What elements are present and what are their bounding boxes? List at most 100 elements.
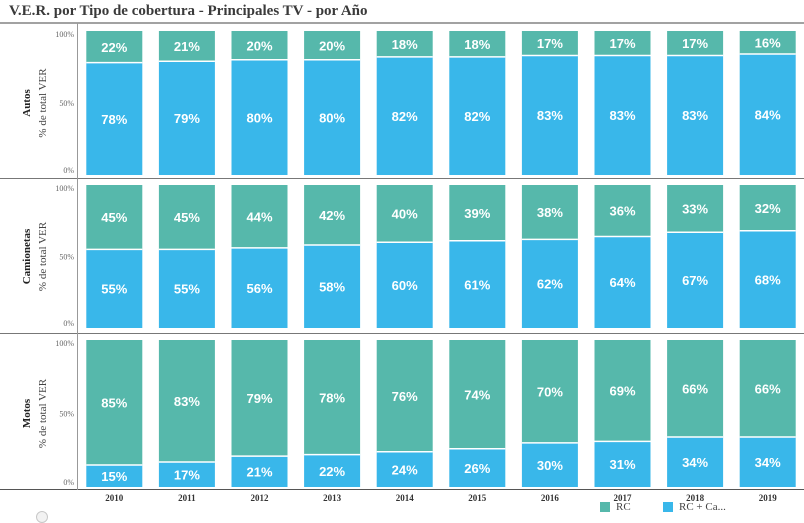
x-tick-label: 2010 [105, 493, 124, 503]
bar-rc-motos-2016 [521, 340, 578, 443]
bar-rc-ca-autos-2017 [594, 55, 651, 176]
data-label-rc: 85% [101, 395, 127, 410]
y-tick-label: 0% [63, 319, 74, 328]
bar-rc-autos-2019 [739, 31, 796, 55]
data-label-rc: 79% [246, 391, 272, 406]
bar-rc-motos-2011 [158, 340, 215, 463]
data-label-rc: 40% [392, 207, 418, 222]
data-label-rc-ca: 68% [755, 272, 781, 287]
data-label-rc: 45% [174, 210, 200, 225]
data-label-rc: 69% [609, 384, 635, 399]
bar-rc-camionetas-2012 [231, 185, 288, 248]
bar-rc-ca-camionetas-2016 [521, 239, 578, 328]
data-label-rc: 39% [464, 206, 490, 221]
data-label-rc: 22% [101, 40, 127, 55]
data-label-rc: 66% [682, 382, 708, 397]
y-tick-label: 50% [59, 410, 74, 419]
data-label-rc: 76% [392, 389, 418, 404]
data-label-rc-ca: 64% [609, 275, 635, 290]
legend-swatch-rc [600, 502, 610, 512]
scroll-indicator[interactable] [36, 511, 48, 523]
data-label-rc-ca: 30% [537, 458, 563, 473]
bar-rc-camionetas-2018 [667, 185, 724, 233]
data-label-rc: 74% [464, 387, 490, 402]
y-axis-title: % de total VER [37, 378, 49, 448]
bar-rc-ca-motos-2010 [86, 464, 143, 487]
data-label-rc: 38% [537, 205, 563, 220]
data-label-rc-ca: 56% [246, 281, 272, 296]
bar-rc-ca-autos-2010 [86, 62, 143, 175]
bar-rc-autos-2018 [667, 31, 724, 56]
y-tick-label: 100% [55, 339, 74, 348]
bar-rc-motos-2014 [376, 340, 433, 452]
data-label-rc-ca: 62% [537, 277, 563, 292]
legend-item-rc-ca[interactable]: RC + Ca... [663, 500, 726, 514]
bar-rc-ca-autos-2012 [231, 59, 288, 175]
bar-rc-ca-motos-2018 [667, 437, 724, 487]
bar-rc-ca-autos-2016 [521, 55, 578, 176]
data-label-rc: 42% [319, 208, 345, 223]
data-label-rc-ca: 82% [392, 109, 418, 124]
bar-rc-motos-2013 [304, 340, 361, 455]
x-tick-label: 2012 [251, 493, 270, 503]
bar-rc-ca-motos-2015 [449, 448, 506, 487]
bar-rc-ca-autos-2013 [304, 59, 361, 175]
bar-rc-autos-2017 [594, 31, 651, 56]
data-label-rc-ca: 24% [392, 462, 418, 477]
bar-rc-autos-2015 [449, 31, 506, 57]
x-tick-label: 2018 [686, 493, 705, 503]
y-tick-label: 50% [59, 99, 74, 108]
bar-rc-ca-camionetas-2010 [86, 249, 143, 328]
data-label-rc-ca: 31% [609, 457, 635, 472]
data-label-rc-ca: 58% [319, 280, 345, 295]
bar-rc-ca-camionetas-2014 [376, 242, 433, 328]
bar-rc-ca-motos-2017 [594, 441, 651, 487]
data-label-rc: 33% [682, 202, 708, 217]
data-label-rc-ca: 61% [464, 277, 490, 292]
y-tick-label: 50% [59, 253, 74, 262]
bar-rc-camionetas-2010 [86, 185, 143, 250]
data-label-rc-ca: 83% [682, 108, 708, 123]
data-label-rc-ca: 34% [682, 455, 708, 470]
bar-rc-camionetas-2014 [376, 185, 433, 243]
data-label-rc: 20% [319, 38, 345, 53]
panel-label-camionetas: Camionetas [21, 228, 33, 284]
data-label-rc-ca: 15% [101, 469, 127, 484]
data-label-rc-ca: 82% [464, 109, 490, 124]
data-label-rc: 18% [392, 37, 418, 52]
bar-rc-ca-autos-2014 [376, 56, 433, 175]
bar-rc-ca-camionetas-2015 [449, 240, 506, 328]
x-tick-label: 2019 [759, 493, 778, 503]
data-label-rc-ca: 55% [174, 282, 200, 297]
x-tick-label: 2013 [323, 493, 342, 503]
data-label-rc-ca: 34% [755, 455, 781, 470]
legend-item-rc[interactable]: RC [600, 500, 631, 514]
bar-rc-camionetas-2019 [739, 185, 796, 231]
legend-label-rc: RC [616, 501, 631, 513]
bar-rc-ca-camionetas-2013 [304, 245, 361, 328]
data-label-rc-ca: 80% [319, 110, 345, 125]
bar-rc-autos-2014 [376, 31, 433, 57]
bar-rc-motos-2010 [86, 340, 143, 465]
bar-rc-ca-motos-2014 [376, 451, 433, 487]
bar-rc-autos-2012 [231, 31, 288, 60]
legend-label-rc-ca: RC + Ca... [679, 501, 726, 513]
bar-rc-autos-2013 [304, 31, 361, 60]
bar-rc-motos-2012 [231, 340, 288, 457]
bar-rc-ca-motos-2013 [304, 454, 361, 487]
bar-rc-camionetas-2017 [594, 185, 651, 237]
x-tick-label: 2017 [614, 493, 633, 503]
bar-rc-ca-motos-2011 [158, 462, 215, 487]
x-tick-label: 2015 [468, 493, 487, 503]
data-label-rc: 20% [246, 38, 272, 53]
data-label-rc: 70% [537, 384, 563, 399]
legend-swatch-rc-ca [663, 502, 673, 512]
bar-rc-ca-camionetas-2011 [158, 249, 215, 328]
data-label-rc-ca: 83% [609, 108, 635, 123]
y-tick-label: 0% [63, 478, 74, 487]
y-tick-label: 100% [55, 184, 74, 193]
data-label-rc: 18% [464, 37, 490, 52]
bar-rc-ca-autos-2015 [449, 56, 506, 175]
bar-rc-ca-camionetas-2018 [667, 232, 724, 328]
